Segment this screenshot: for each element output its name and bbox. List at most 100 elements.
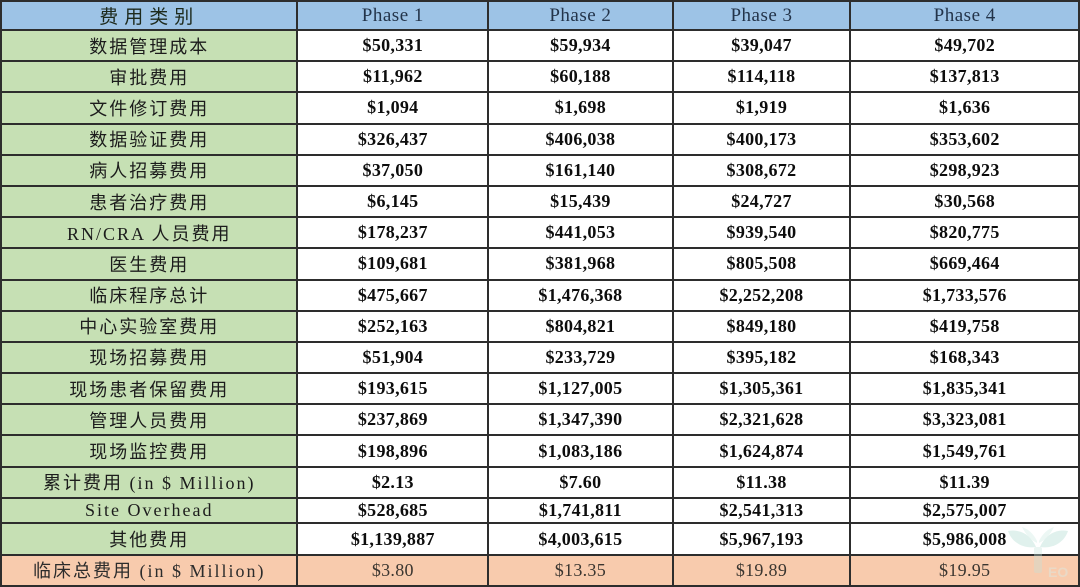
- value-cell: $1,624,874: [671, 434, 852, 468]
- value-cell: $2,575,007: [849, 496, 1080, 525]
- table-row: RN/CRA 人员费用 $178,237 $441,053 $939,540 $820,…: [0, 216, 1080, 250]
- table-row: 现场招募费用 $51,904 $233,729 $395,182 $168,343: [0, 340, 1080, 375]
- value-cell: $805,508: [671, 247, 852, 281]
- table-row: 累计费用 (in $ Million) $2.13 $7.60 $11.38 $11.3…: [0, 465, 1080, 499]
- value-cell: $1,094: [296, 91, 490, 125]
- value-cell: $298,923: [849, 153, 1080, 187]
- value-cell: $5,967,193: [671, 522, 852, 556]
- row-label: 病人招募费用: [0, 153, 299, 187]
- table-row: 管理人员费用 $237,869 $1,347,390 $2,321,628 $3,323…: [0, 403, 1080, 437]
- value-cell: $441,053: [487, 216, 674, 250]
- row-label: 临床总费用 (in $ Million): [0, 553, 299, 587]
- table-row: 患者治疗费用 $6,145 $15,439 $24,727 $30,568: [0, 184, 1080, 219]
- table-row: 文件修订费用 $1,094 $1,698 $1,919 $1,636: [0, 91, 1080, 125]
- value-cell: $2.13: [296, 465, 490, 499]
- value-cell: $3,323,081: [849, 403, 1080, 437]
- value-cell: $19.89: [671, 553, 852, 587]
- row-label: 审批费用: [0, 60, 299, 94]
- value-cell: $353,602: [849, 122, 1080, 156]
- value-cell: $395,182: [671, 340, 852, 375]
- value-cell: $168,343: [849, 340, 1080, 375]
- table-row: 病人招募费用 $37,050 $161,140 $308,672 $298,923: [0, 153, 1080, 187]
- value-cell: $161,140: [487, 153, 674, 187]
- value-cell: $1,733,576: [849, 278, 1080, 312]
- value-cell: $39,047: [671, 28, 852, 63]
- table-row: 医生费用 $109,681 $381,968 $805,508 $669,464: [0, 247, 1080, 281]
- value-cell: $820,775: [849, 216, 1080, 250]
- value-cell: $406,038: [487, 122, 674, 156]
- header-cell-phase2: Phase 2: [487, 0, 674, 31]
- header-cell-phase3: Phase 3: [671, 0, 852, 31]
- header-cell-category: 费用类别: [0, 0, 299, 31]
- value-cell: $1,919: [671, 91, 852, 125]
- value-cell: $1,139,887: [296, 522, 490, 556]
- value-cell: $198,896: [296, 434, 490, 468]
- value-cell: $50,331: [296, 28, 490, 63]
- value-cell: $6,145: [296, 184, 490, 219]
- value-cell: $4,003,615: [487, 522, 674, 556]
- row-label: 中心实验室费用: [0, 309, 299, 343]
- value-cell: $109,681: [296, 247, 490, 281]
- value-cell: $24,727: [671, 184, 852, 219]
- value-cell: $252,163: [296, 309, 490, 343]
- row-label: RN/CRA 人员费用: [0, 216, 299, 250]
- table-row: 数据验证费用 $326,437 $406,038 $400,173 $353,602: [0, 122, 1080, 156]
- value-cell: $237,869: [296, 403, 490, 437]
- table-body: 数据管理成本 $50,331 $59,934 $39,047 $49,702 审批费用 $1…: [0, 28, 1080, 587]
- header-cell-phase1: Phase 1: [296, 0, 490, 31]
- value-cell: $11.38: [671, 465, 852, 499]
- value-cell: $59,934: [487, 28, 674, 63]
- value-cell: $1,347,390: [487, 403, 674, 437]
- value-cell: $1,549,761: [849, 434, 1080, 468]
- row-label: Site Overhead: [0, 496, 299, 525]
- row-label: 管理人员费用: [0, 403, 299, 437]
- row-label: 数据管理成本: [0, 28, 299, 63]
- table-row: 审批费用 $11,962 $60,188 $114,118 $137,813: [0, 60, 1080, 94]
- table-header-row: 费用类别 Phase 1 Phase 2 Phase 3 Phase 4: [0, 0, 1080, 31]
- value-cell: $939,540: [671, 216, 852, 250]
- table-row: 其他费用 $1,139,887 $4,003,615 $5,967,193 $5,986…: [0, 522, 1080, 556]
- value-cell: $400,173: [671, 122, 852, 156]
- value-cell: $60,188: [487, 60, 674, 94]
- value-cell: $1,083,186: [487, 434, 674, 468]
- row-label: 患者治疗费用: [0, 184, 299, 219]
- value-cell: $1,636: [849, 91, 1080, 125]
- value-cell: $49,702: [849, 28, 1080, 63]
- value-cell: $326,437: [296, 122, 490, 156]
- value-cell: $1,741,811: [487, 496, 674, 525]
- value-cell: $233,729: [487, 340, 674, 375]
- value-cell: $419,758: [849, 309, 1080, 343]
- value-cell: $7.60: [487, 465, 674, 499]
- value-cell: $2,541,313: [671, 496, 852, 525]
- value-cell: $1,127,005: [487, 372, 674, 406]
- row-label: 临床程序总计: [0, 278, 299, 312]
- value-cell: $15,439: [487, 184, 674, 219]
- row-label: 现场招募费用: [0, 340, 299, 375]
- value-cell: $2,252,208: [671, 278, 852, 312]
- value-cell: $193,615: [296, 372, 490, 406]
- table-row: 数据管理成本 $50,331 $59,934 $39,047 $49,702: [0, 28, 1080, 63]
- value-cell: $1,698: [487, 91, 674, 125]
- row-label: 文件修订费用: [0, 91, 299, 125]
- row-label: 数据验证费用: [0, 122, 299, 156]
- value-cell: $804,821: [487, 309, 674, 343]
- header-cell-phase4: Phase 4: [849, 0, 1080, 31]
- value-cell: $37,050: [296, 153, 490, 187]
- row-label: 现场监控费用: [0, 434, 299, 468]
- table-row: Site Overhead $528,685 $1,741,811 $2,541,31…: [0, 496, 1080, 525]
- table-row: 现场患者保留费用 $193,615 $1,127,005 $1,305,361 $1,8…: [0, 372, 1080, 406]
- table-row: 中心实验室费用 $252,163 $804,821 $849,180 $419,758: [0, 309, 1080, 343]
- value-cell: $3.80: [296, 553, 490, 587]
- value-cell: $1,835,341: [849, 372, 1080, 406]
- value-cell: $11,962: [296, 60, 490, 94]
- value-cell: $849,180: [671, 309, 852, 343]
- value-cell: $308,672: [671, 153, 852, 187]
- value-cell: $137,813: [849, 60, 1080, 94]
- table-row: 现场监控费用 $198,896 $1,083,186 $1,624,874 $1,549…: [0, 434, 1080, 468]
- value-cell: $381,968: [487, 247, 674, 281]
- row-label: 医生费用: [0, 247, 299, 281]
- table-row: 临床程序总计 $475,667 $1,476,368 $2,252,208 $1,733…: [0, 278, 1080, 312]
- value-cell: $475,667: [296, 278, 490, 312]
- value-cell: $11.39: [849, 465, 1080, 499]
